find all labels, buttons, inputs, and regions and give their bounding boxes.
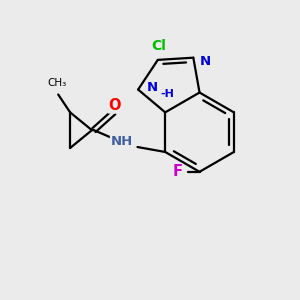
Text: CH₃: CH₃ [48,78,67,88]
Text: N: N [146,81,158,94]
Text: O: O [108,98,121,113]
Text: Cl: Cl [152,39,166,53]
Text: NH: NH [110,135,133,148]
Text: -H: -H [160,88,174,98]
Text: N: N [200,55,211,68]
Text: F: F [173,164,183,179]
